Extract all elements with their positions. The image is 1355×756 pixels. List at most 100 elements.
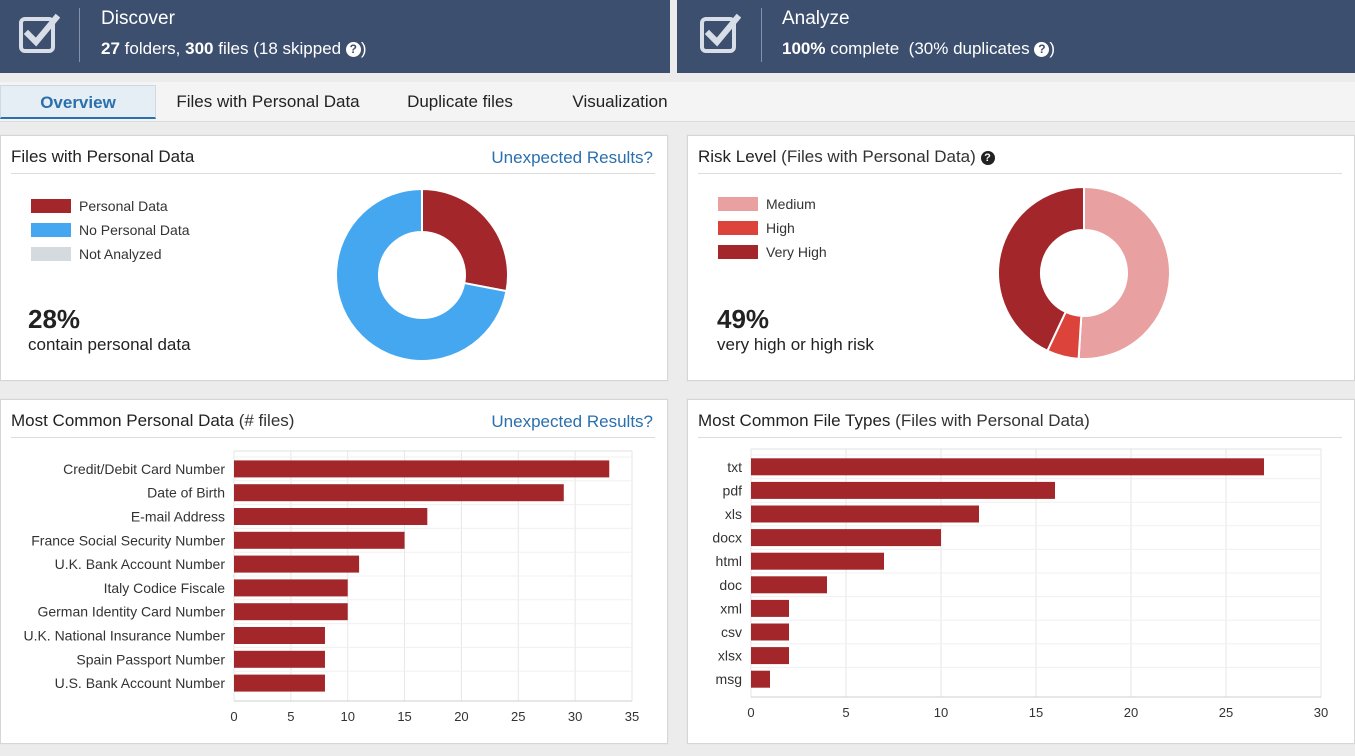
tab-overview[interactable]: Overview [0,85,156,119]
personal-data-donut [335,187,509,362]
tick-label: 20 [1124,705,1138,720]
analyze-percent: 100% [782,39,826,58]
bar[interactable] [234,650,325,668]
bar[interactable] [751,647,789,665]
category-label: xls [725,506,742,522]
bar[interactable] [751,505,979,523]
tick-label: 10 [340,709,354,724]
panel-divider [698,437,1342,438]
category-label: csv [721,624,742,640]
category-label: html [716,553,742,569]
legend-swatch [31,247,71,261]
checkbox-checked-icon [19,13,60,53]
category-label: docx [712,530,742,546]
bar[interactable] [234,531,405,549]
legend-item: Very High [718,240,827,264]
category-label: Italy Codice Fiscale [104,580,226,596]
unexpected-results-link[interactable]: Unexpected Results? [491,148,653,167]
file-count: 300 [185,39,214,58]
slice-medium[interactable] [1077,185,1171,360]
bar[interactable] [751,623,789,641]
unexpected-results-link[interactable]: Unexpected Results? [491,412,653,431]
common-data-subtitle: (# files) [238,411,295,430]
common-file-types-panel: Most Common File Types (Files with Perso… [687,399,1355,744]
legend-swatch [718,197,758,211]
bar[interactable] [234,508,428,525]
bar[interactable] [234,555,360,573]
category-label: doc [719,577,742,593]
slice-personal-data[interactable] [421,187,509,293]
bar[interactable] [234,484,564,502]
tick-label: 10 [934,705,948,720]
checkbox-checked-icon [700,13,741,53]
category-label: German Identity Card Number [37,604,225,620]
bar[interactable] [751,481,1055,499]
discover-card: Discover 27 folders, 300 files (18 skipp… [0,0,670,73]
bar[interactable] [234,627,325,644]
legend-label: Not Analyzed [79,246,162,262]
bar[interactable] [751,529,941,547]
bar[interactable] [234,579,348,597]
bar[interactable] [234,674,325,692]
tick-label: 25 [511,709,525,724]
legend-swatch [718,221,758,235]
category-label: France Social Security Number [31,532,225,548]
legend-label: High [766,220,795,236]
tick-label: 25 [1219,705,1233,720]
file-types-title: Most Common File Types [698,411,891,430]
legend-label: Medium [766,196,816,212]
tab-files-with-personal-data[interactable]: Files with Personal Data [176,92,360,111]
help-icon[interactable]: ? [1034,42,1050,57]
panel-title: Risk Level (Files with Personal Data) ? [698,147,995,167]
panel-divider [11,437,655,438]
common-data-title: Most Common Personal Data [11,411,234,430]
category-label: Spain Passport Number [76,651,225,667]
panel-divider [11,173,655,174]
category-label: xml [720,600,742,616]
analyze-summary: 100% complete (30% duplicates ?) [782,39,1055,59]
analyze-title: Analyze [782,8,850,29]
tick-label: 35 [625,709,639,724]
files-label: files [218,39,249,58]
analyze-card: Analyze 100% complete (30% duplicates ?) [677,0,1355,73]
help-icon[interactable]: ? [345,42,361,57]
risk-caption: very high or high risk [717,335,874,354]
category-label: Date of Birth [147,485,225,501]
tick-label: 30 [568,709,582,724]
bar[interactable] [751,458,1264,476]
slice-no-personal-data[interactable] [335,187,508,362]
bar[interactable] [751,576,827,594]
bar[interactable] [751,670,770,688]
legend-label: Very High [766,244,827,260]
category-label: U.S. Bank Account Number [55,675,226,691]
category-label: E-mail Address [131,509,225,525]
panel-title: Most Common File Types (Files with Perso… [698,411,1090,431]
tick-label: 0 [747,705,754,720]
risk-subtitle: (Files with Personal Data) [781,147,976,166]
legend-item: Medium [718,192,827,216]
slice-very-high[interactable] [997,185,1085,353]
bar[interactable] [234,460,610,478]
duplicates-label: (30% duplicates [908,39,1030,58]
discover-summary: 27 folders, 300 files (18 skipped ?) [101,39,367,59]
legend: Medium High Very High [718,192,827,264]
help-icon[interactable]: ? [980,151,995,165]
panel-title: Files with Personal Data [11,147,195,166]
common-file-types-bar-chart: txt pdf xls docx html doc xml csv xlsx msg 0 5 10 15 2… [712,448,1328,720]
legend-item: High [718,216,827,240]
bar[interactable] [751,552,884,570]
category-label: xlsx [718,648,742,664]
bar[interactable] [234,603,348,621]
legend-swatch [31,199,71,213]
legend-label: No Personal Data [79,222,190,238]
tick-label: 15 [397,709,411,724]
tab-duplicate-files[interactable]: Duplicate files [407,92,513,111]
risk-title: Risk Level [698,147,777,166]
category-label: msg [716,671,742,687]
panel-divider [698,173,1342,174]
tab-visualization[interactable]: Visualization [572,92,668,111]
risk-level-donut [997,185,1171,360]
category-label: txt [727,459,742,475]
header-divider [761,8,762,62]
bar[interactable] [751,599,789,617]
